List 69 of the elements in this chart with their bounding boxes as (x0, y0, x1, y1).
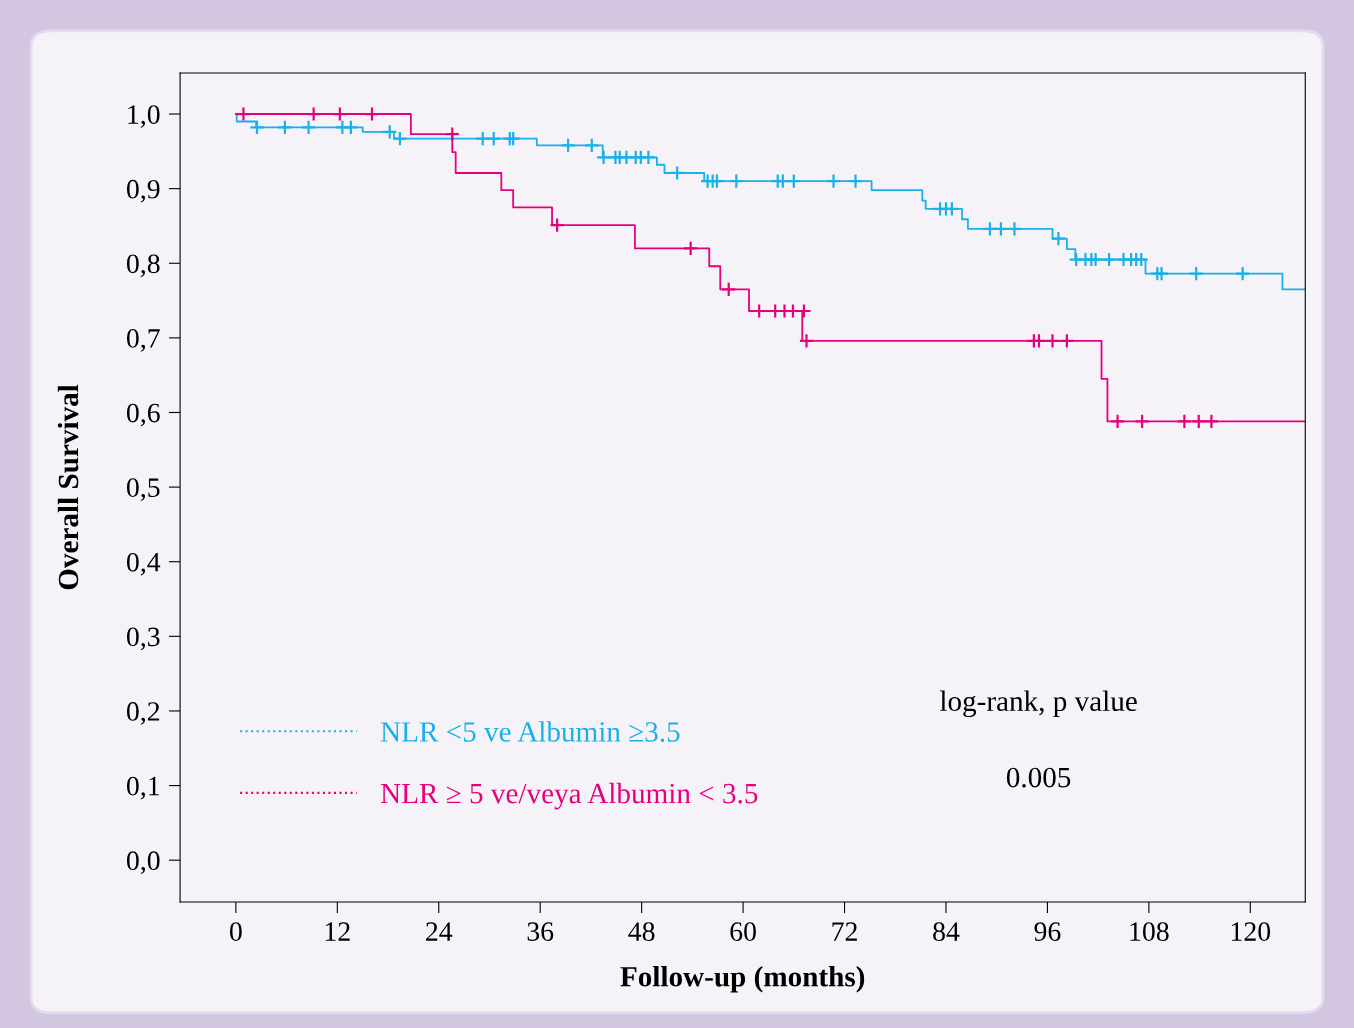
y-tick-label: 0,9 (126, 179, 160, 203)
point (1044, 333, 1061, 349)
point (721, 281, 737, 298)
point (332, 106, 348, 122)
point (709, 173, 725, 189)
point (1134, 413, 1150, 430)
point (1176, 413, 1193, 430)
x-tick-label: 0 (229, 922, 242, 941)
point (1188, 266, 1204, 282)
point (1087, 251, 1104, 268)
point (1031, 333, 1047, 349)
point (1191, 413, 1207, 430)
point (1153, 266, 1170, 282)
point (1050, 230, 1067, 247)
point (640, 149, 657, 165)
point (305, 106, 322, 122)
point (1203, 413, 1220, 430)
point (549, 217, 565, 233)
x-tick-label: 108 (1130, 922, 1169, 941)
y-tick-label: 0,7 (126, 329, 160, 352)
x-axis-title: Follow-up (months) (620, 966, 865, 993)
point (825, 173, 842, 189)
point (343, 119, 359, 136)
point (786, 173, 802, 189)
x-tick-label: 48 (628, 922, 655, 941)
x-tick-label: 96 (1034, 922, 1061, 941)
y-tick-label: 0,1 (126, 776, 159, 800)
y-tick-label: 0,8 (126, 254, 160, 278)
point (364, 106, 380, 122)
legend-label: NLR ≥ 5 ve/veya Albumin < 3.5 (380, 782, 758, 810)
annotation: log-rank, p value (939, 690, 1137, 718)
point (1235, 266, 1251, 282)
point (444, 126, 460, 142)
x-tick-label: 12 (325, 922, 350, 941)
point (595, 149, 612, 165)
y-tick-label: 0,4 (126, 552, 161, 576)
point (486, 130, 502, 147)
point (382, 124, 398, 140)
point (798, 333, 815, 349)
point (1109, 413, 1126, 430)
point (669, 165, 685, 181)
annotation: 0.005 (1006, 767, 1071, 788)
x-tick-label: 72 (832, 922, 857, 941)
y-tick-label: 0,6 (126, 403, 160, 427)
x-tick-label: 60 (730, 922, 756, 941)
x-tick-label: 24 (426, 922, 453, 941)
point (1059, 333, 1075, 349)
x-tick-label: 120 (1231, 922, 1271, 941)
point (277, 119, 293, 136)
y-tick-label: 0,0 (126, 851, 160, 875)
y-tick-label: 1,0 (128, 105, 160, 128)
point (682, 240, 699, 257)
y-axis-title: Overall Survival (57, 384, 79, 590)
point (392, 130, 408, 147)
y-tick-label: 0,3 (126, 627, 160, 651)
y-tick-label: 0,2 (126, 702, 160, 725)
point (847, 173, 864, 189)
x-tick-label: 36 (527, 922, 554, 941)
point (993, 221, 1009, 237)
point (1101, 251, 1117, 268)
point (300, 119, 317, 136)
x-tick-label: 84 (933, 922, 960, 941)
point (728, 173, 745, 189)
legend-label: NLR <5 ve Albumin ≥3.5 (380, 721, 680, 742)
y-tick-label: 0,5 (126, 478, 160, 502)
point (584, 137, 600, 154)
point (560, 137, 576, 154)
point (1006, 221, 1023, 237)
point (249, 119, 265, 136)
